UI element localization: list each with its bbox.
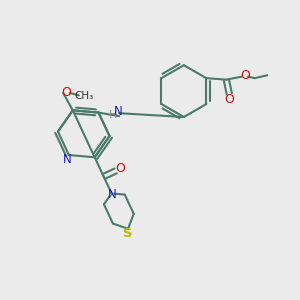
Text: O: O bbox=[224, 93, 234, 106]
Text: O: O bbox=[115, 162, 125, 176]
Text: N: N bbox=[63, 153, 72, 166]
Text: O: O bbox=[61, 86, 71, 100]
Text: N: N bbox=[108, 188, 116, 201]
Text: S: S bbox=[123, 227, 133, 240]
Text: CH₃: CH₃ bbox=[74, 91, 94, 101]
Text: N: N bbox=[114, 105, 123, 118]
Text: H: H bbox=[109, 110, 117, 120]
Text: O: O bbox=[240, 69, 250, 82]
